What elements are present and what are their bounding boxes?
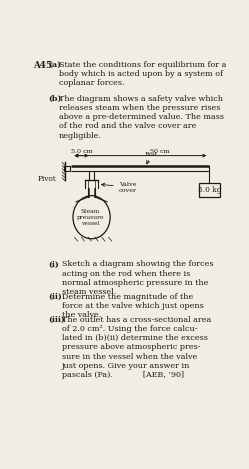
Text: 50 cm: 50 cm [150, 149, 170, 154]
Text: (iii): (iii) [48, 316, 65, 324]
Text: The diagram shows a safety valve which
releases steam when the pressure rises
ab: The diagram shows a safety valve which r… [59, 95, 224, 140]
Text: (ii): (ii) [48, 293, 62, 301]
Text: 5.0 kg: 5.0 kg [198, 186, 221, 194]
Text: A45: A45 [33, 61, 53, 70]
Text: Steam
preusure
vessel: Steam preusure vessel [76, 209, 104, 226]
Bar [64, 166, 70, 171]
Text: Rod: Rod [145, 152, 158, 157]
Text: (i): (i) [48, 260, 59, 268]
Text: Pivot: Pivot [37, 175, 56, 183]
Bar [198, 183, 220, 197]
Text: Sketch a diagram showing the forces
acting on the rod when there is
normal atmos: Sketch a diagram showing the forces acti… [62, 260, 214, 296]
Text: State the conditions for equilibrium for a
body which is acted upon by a system : State the conditions for equilibrium for… [59, 61, 226, 87]
Text: (b): (b) [48, 95, 62, 103]
Text: Determine the magnitude of the
force at the valve which just opens
the valve.: Determine the magnitude of the force at … [62, 293, 204, 319]
Text: Valve
cover: Valve cover [101, 182, 137, 193]
Text: (a): (a) [48, 61, 61, 69]
Text: 5.0 cm: 5.0 cm [71, 149, 92, 154]
Text: The outlet has a cross-sectional area
of 2.0 cm². Using the force calcu-
lated i: The outlet has a cross-sectional area of… [62, 316, 211, 379]
